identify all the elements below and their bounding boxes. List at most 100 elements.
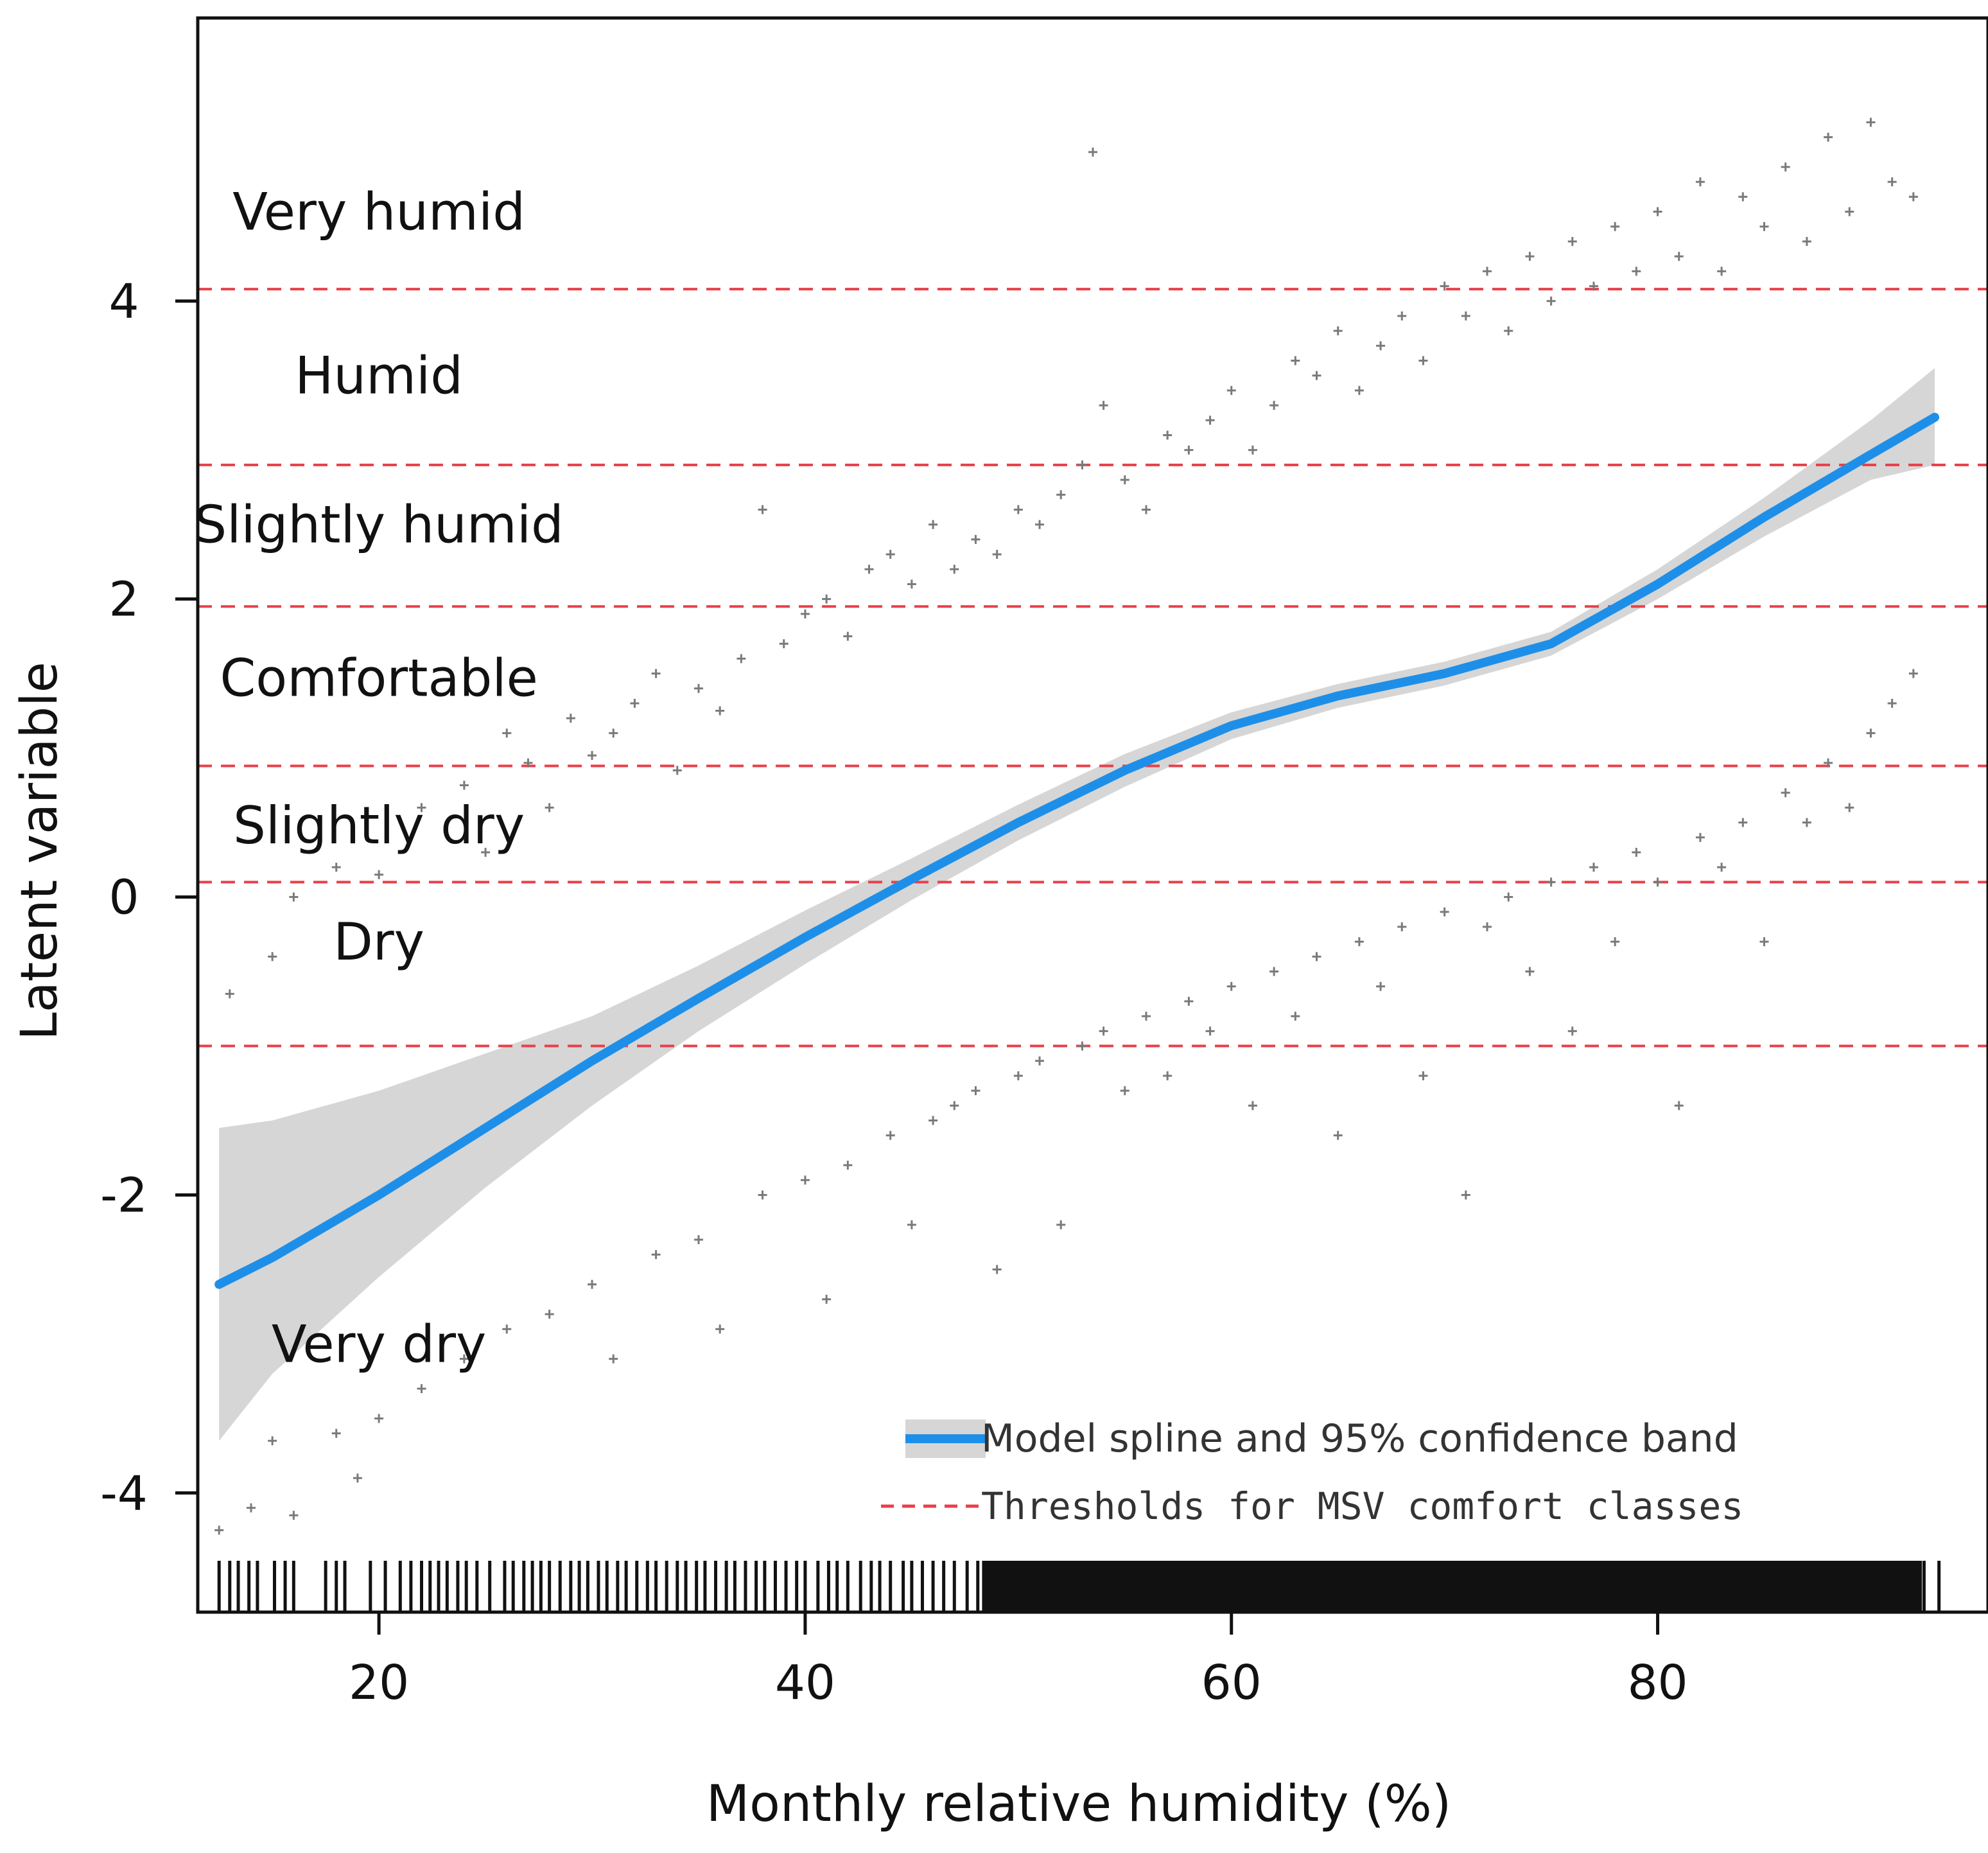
scatter-points-layer xyxy=(214,118,1918,1535)
scatter-point-lower xyxy=(1674,1101,1684,1111)
scatter-point-upper xyxy=(1866,118,1876,127)
y-tick-label: 0 xyxy=(109,870,139,926)
scatter-point-upper xyxy=(630,699,640,708)
rug-layer xyxy=(217,1561,1941,1612)
scatter-point-upper xyxy=(609,728,618,738)
scatter-point-lower xyxy=(1205,1026,1215,1036)
scatter-point-lower xyxy=(1163,1071,1173,1080)
scatter-point-upper xyxy=(1589,281,1598,291)
scatter-point-upper xyxy=(1483,267,1492,276)
y-tick-label: 2 xyxy=(109,572,139,628)
scatter-point-lower xyxy=(246,1503,256,1513)
scatter-point-upper xyxy=(459,780,469,790)
axes-layer: 20 40 60 80 -4 -2 0 2 4 xyxy=(100,16,1988,1710)
scatter-point-upper xyxy=(737,654,746,663)
scatter-point-lower xyxy=(1802,818,1811,827)
scatter-point-lower xyxy=(1291,1012,1300,1021)
scatter-point-lower xyxy=(1141,1012,1151,1021)
scatter-point-upper xyxy=(971,534,981,544)
scatter-point-upper xyxy=(1099,401,1108,410)
scatter-point-upper xyxy=(1695,177,1705,187)
comfort-class-label: Slightly humid xyxy=(194,495,563,555)
scatter-point-upper xyxy=(1546,296,1556,306)
scatter-point-upper xyxy=(822,594,832,604)
scatter-point-upper xyxy=(672,766,682,775)
scatter-point-lower xyxy=(800,1175,810,1185)
scatter-point-upper xyxy=(1759,222,1769,231)
scatter-point-lower xyxy=(822,1294,832,1304)
scatter-point-upper xyxy=(1077,460,1087,470)
scatter-point-upper xyxy=(1908,192,1918,202)
scatter-point-lower xyxy=(1099,1026,1108,1036)
scatter-point-lower xyxy=(1077,1041,1087,1051)
scatter-point-upper xyxy=(1376,341,1386,351)
scatter-point-lower xyxy=(1483,922,1492,931)
x-tick-label: 40 xyxy=(775,1655,835,1710)
scatter-point-lower xyxy=(1781,788,1790,798)
scatter-point-upper xyxy=(1333,326,1343,336)
legend-threshold-label: Thresholds for MSV comfort classes xyxy=(981,1484,1743,1528)
scatter-point-upper xyxy=(1824,132,1833,142)
scatter-point-lower xyxy=(1738,818,1748,827)
scatter-point-lower xyxy=(1035,1056,1045,1066)
scatter-point-lower xyxy=(1717,863,1727,872)
comfort-class-label: Humid xyxy=(295,346,463,406)
comfort-class-labels: Very humid Humid Slightly humid Comfortable… xyxy=(194,182,563,1374)
scatter-point-upper xyxy=(1397,311,1407,321)
scatter-point-lower xyxy=(1610,937,1620,947)
scatter-point-lower xyxy=(502,1324,512,1334)
scatter-point-upper xyxy=(1056,490,1066,500)
scatter-point-upper xyxy=(1184,445,1194,455)
scatter-point-lower xyxy=(1695,832,1705,842)
scatter-point-upper xyxy=(566,714,575,723)
scatter-point-upper xyxy=(1035,520,1045,529)
scatter-point-upper xyxy=(1674,252,1684,261)
scatter-point-upper xyxy=(268,952,277,962)
scatter-point-upper xyxy=(1738,192,1748,202)
scatter-point-lower xyxy=(1866,728,1876,738)
scatter-point-lower xyxy=(417,1384,426,1394)
scatter-point-upper xyxy=(992,550,1002,559)
scatter-point-upper xyxy=(374,870,384,879)
comfort-class-label: Very humid xyxy=(232,182,525,242)
scatter-point-lower xyxy=(929,1116,938,1125)
scatter-point-lower xyxy=(1333,1130,1343,1140)
scatter-point-upper xyxy=(800,609,810,619)
scatter-point-lower xyxy=(715,1324,725,1334)
scatter-point-upper xyxy=(1141,505,1151,514)
scatter-point-lower xyxy=(1461,1190,1470,1200)
scatter-point-lower xyxy=(992,1265,1002,1274)
x-tick-label: 80 xyxy=(1627,1655,1687,1710)
scatter-point-lower xyxy=(1546,877,1556,887)
comfort-class-label: Dry xyxy=(333,912,424,972)
y-tick-label: -4 xyxy=(100,1466,148,1521)
scatter-point-upper xyxy=(1887,177,1897,187)
spline-layer xyxy=(214,412,1940,1289)
comfort-class-label: Very dry xyxy=(272,1314,486,1374)
scatter-point-upper xyxy=(1312,371,1321,380)
scatter-point-lower xyxy=(1908,669,1918,678)
y-tick-label: -2 xyxy=(100,1168,148,1224)
scatter-point-upper xyxy=(481,847,491,857)
chart-legend: Model spline and 95% confidence band Thr… xyxy=(881,1416,1743,1528)
scatter-point-lower xyxy=(758,1190,767,1200)
scatter-point-lower xyxy=(1759,937,1769,947)
scatter-point-upper xyxy=(1248,445,1257,455)
scatter-point-lower xyxy=(1653,877,1662,887)
scatter-point-lower xyxy=(693,1235,703,1245)
scatter-point-lower xyxy=(1440,907,1449,917)
scatter-point-lower xyxy=(1013,1071,1023,1080)
scatter-point-lower xyxy=(1525,967,1535,976)
scatter-point-upper xyxy=(1717,267,1727,276)
scatter-point-upper xyxy=(843,631,853,641)
scatter-point-lower xyxy=(459,1354,469,1364)
scatter-point-upper xyxy=(1120,475,1129,485)
scatter-point-lower xyxy=(1120,1086,1129,1096)
scatter-point-lower xyxy=(1845,803,1854,812)
scatter-point-upper xyxy=(1163,430,1173,440)
y-tick-label: 4 xyxy=(109,274,139,329)
scatter-point-upper xyxy=(1653,207,1662,216)
scatter-point-upper xyxy=(1632,267,1641,276)
